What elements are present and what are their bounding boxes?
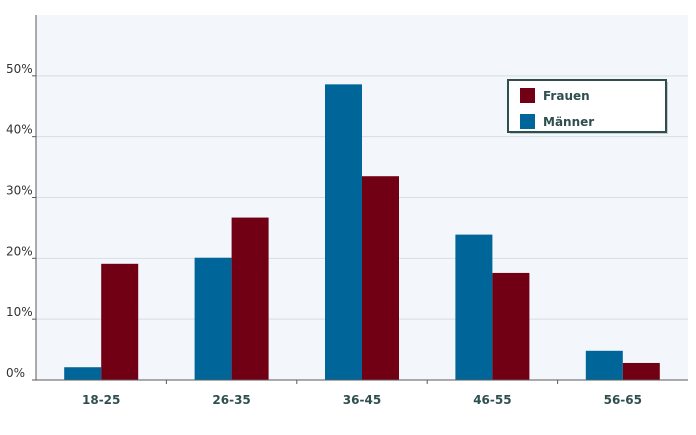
legend-swatch [520, 114, 535, 129]
x-tick-label: 26-35 [212, 393, 250, 407]
x-tick-label: 46-55 [473, 393, 511, 407]
bar-maenner-26-35 [194, 257, 232, 380]
bar-maenner-46-55 [455, 234, 493, 380]
y-tick-label: 40% [6, 123, 33, 137]
y-tick-label: 10% [6, 305, 33, 319]
bar-frauen-18-25 [101, 263, 139, 380]
bar-maenner-18-25 [64, 367, 102, 380]
axes [32, 15, 688, 384]
y-tick-label: 50% [6, 62, 33, 76]
y-tick-label: 30% [6, 184, 33, 198]
bar-frauen-26-35 [231, 217, 269, 380]
x-tick-label: 56-65 [604, 393, 642, 407]
bar-frauen-46-55 [492, 272, 530, 380]
legend: Frauen Männer [507, 79, 668, 134]
y-tick-labels: 0% 10% 20% 30% 40% 50% [6, 62, 33, 380]
bar-maenner-36-45 [325, 84, 362, 380]
y-tick-label: 0% [6, 366, 25, 380]
legend-swatch [520, 88, 535, 103]
bar-frauen-56-65 [622, 362, 660, 380]
bar-frauen-36-45 [362, 176, 399, 380]
x-tick-label: 36-45 [343, 393, 381, 407]
y-tick-label: 20% [6, 244, 33, 258]
bar-maenner-56-65 [585, 350, 623, 380]
legend-label: Männer [543, 115, 594, 129]
x-tick-label: 18-25 [82, 393, 120, 407]
legend-label: Frauen [543, 89, 590, 103]
x-tick-labels: 18-25 26-35 36-45 46-55 56-65 [82, 393, 642, 407]
bars [64, 84, 660, 380]
